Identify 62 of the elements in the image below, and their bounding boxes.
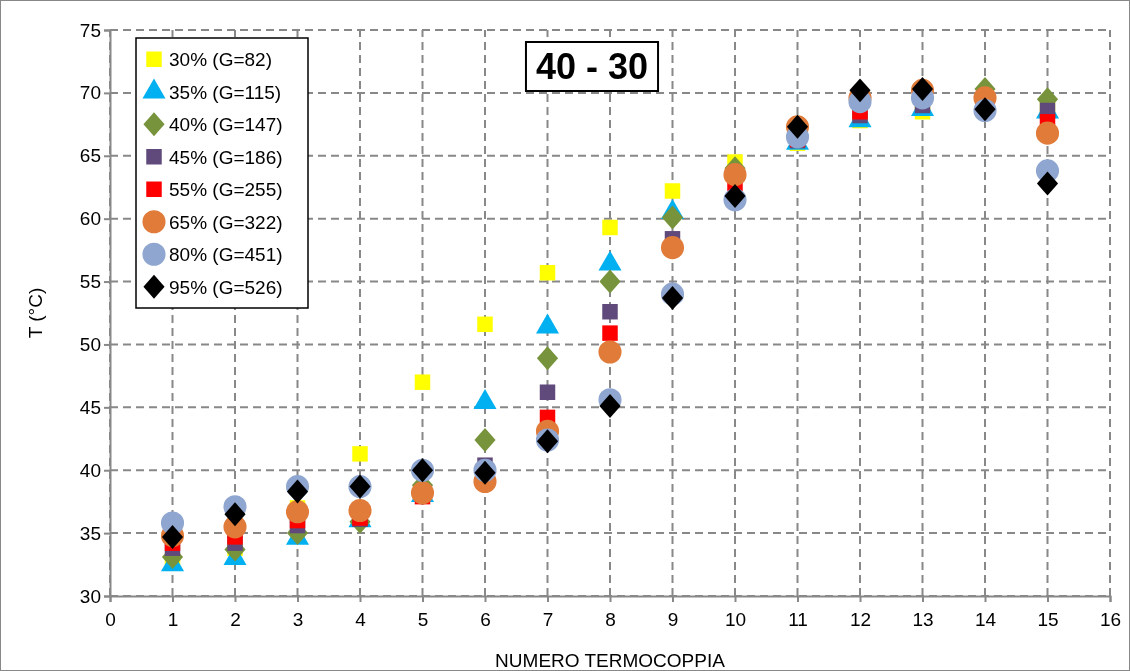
point [723,163,747,187]
point [599,269,621,294]
x-tick-label: 7 [542,608,554,630]
point [602,325,618,341]
x-tick-label: 12 [849,608,872,630]
x-tick-label: 11 [788,608,808,630]
point [539,265,556,281]
y-tick-label: 40 [79,459,101,481]
point [414,374,431,390]
point [286,479,309,504]
point [599,394,621,419]
x-tick-label: 1 [167,608,179,630]
point [661,205,684,230]
text: 40 - 30 [535,46,649,87]
point [660,236,685,260]
point [539,384,556,400]
point [474,428,496,453]
legend-label: 55% (G=255) [169,179,283,201]
y-tick-label: 60 [79,208,101,230]
y-tick-label: 75 [79,19,101,41]
legend-label: 45% (G=186) [169,146,283,168]
point [477,316,493,333]
legend-label: 35% (G=115) [169,81,282,103]
x-tick-label: 15 [1037,608,1059,630]
x-tick-label: 8 [605,608,616,630]
y-tick-label: 35 [79,522,101,544]
y-axis-title: T (°C) [25,287,46,339]
legend-label: 40% (G=147) [169,114,283,136]
y-tick-label: 45 [79,396,101,418]
y-tick-label: 65 [79,145,101,167]
point [664,183,681,199]
legend-label: 65% (G=322) [169,211,283,233]
x-tick-label: 16 [1099,608,1122,630]
x-tick-label: 9 [667,608,679,630]
y-tick-label: 50 [79,334,101,356]
point [598,340,622,364]
legend-label: 80% (G=451) [169,244,283,266]
x-tick-label: 0 [105,608,116,630]
point [348,498,372,523]
y-tick-label: 55 [79,271,101,293]
point [224,502,246,527]
legend-label: 30% (G=82) [169,49,272,71]
x-tick-label: 10 [724,608,747,630]
point [285,500,310,524]
point [849,78,871,103]
x-tick-label: 4 [355,608,367,630]
y-tick-label: 70 [79,82,101,104]
legend-label: 95% (G=526) [169,276,283,298]
x-tick-label: 5 [417,608,429,630]
x-axis-title: NUMERO TERMOCOPPIA [495,650,726,671]
point [1035,121,1060,145]
point [1036,171,1059,196]
point [602,219,618,236]
x-tick-label: 6 [480,608,491,630]
x-tick-label: 3 [292,608,304,630]
point [352,446,368,462]
x-tick-label: 14 [974,608,997,630]
x-tick-label: 2 [230,608,241,630]
point [536,346,559,371]
point [602,304,618,320]
y-tick-label: 30 [79,585,101,607]
x-tick-label: 13 [912,608,934,630]
